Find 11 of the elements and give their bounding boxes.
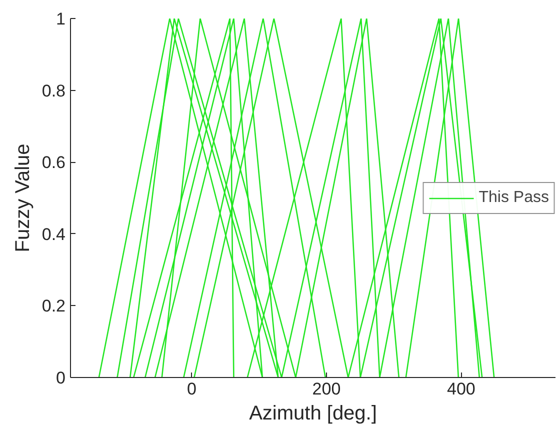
x-tick-label: 0: [187, 380, 196, 398]
y-tick-label: 0.8: [42, 81, 66, 100]
x-axis-title: Azimuth [deg.]: [249, 402, 377, 424]
y-tick-label: 1: [56, 10, 66, 28]
y-axis-title: Fuzzy Value: [12, 144, 34, 252]
legend-label: This Pass: [478, 188, 549, 206]
x-tick-label: 200: [312, 380, 341, 398]
y-tick-label: 0.4: [42, 224, 66, 244]
x-tick-label: 400: [447, 380, 476, 398]
y-tick-label: 0.6: [42, 153, 66, 172]
y-tick-label: 0.2: [42, 296, 66, 316]
